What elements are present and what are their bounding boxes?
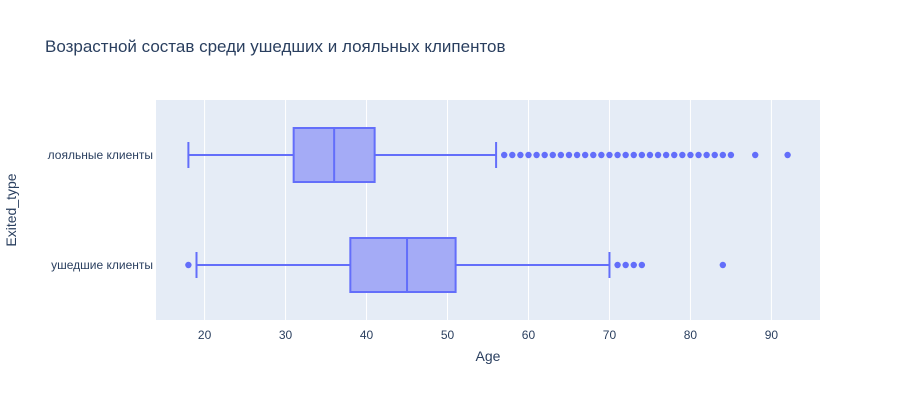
outlier-point [614,151,621,159]
outlier-point [581,151,589,159]
outlier-point [687,151,694,159]
outlier-point [638,151,646,159]
plot-background [156,100,820,320]
outlier-point [662,151,670,159]
outlier-point [557,151,565,159]
outlier-point [711,151,718,159]
boxes [185,127,791,293]
x-tick-labels: 20 30 40 50 60 70 80 90 [198,328,779,342]
outlier-point [533,151,540,159]
x-tick-label: 20 [198,328,212,342]
outlier-point [500,151,508,159]
outlier-point [509,151,516,159]
outlier-point [598,151,605,159]
x-tick-label: 70 [603,328,617,342]
box-group [185,237,727,293]
outlier-point [590,151,597,159]
outlier-point [654,151,662,159]
iqr-box [349,237,457,293]
outlier-point [573,151,581,159]
outlier-point [679,151,686,159]
x-tick-label: 50 [441,328,455,342]
x-tick-label: 40 [360,328,374,342]
y-tick-labels: лояльные клиенты ушедшие клиенты [48,148,153,272]
outlier-point [703,151,710,159]
x-tick-label: 60 [522,328,536,342]
outlier-point [727,151,735,159]
outlier-point [622,151,629,159]
chart-title: Возрастной состав среди ушедших и лояльн… [45,37,506,56]
outlier-point [784,151,791,159]
x-tick-label: 90 [765,328,779,342]
outlier-point [614,261,621,269]
outlier-point [671,151,678,159]
outlier-point [695,151,702,159]
outlier-point [517,151,524,159]
outlier-point [622,261,629,269]
outlier-point [646,151,654,159]
outlier-point [638,261,646,269]
y-tick-label: лояльные клиенты [48,148,153,162]
outlier-point [606,151,613,159]
outlier-point [719,261,727,269]
box-group [187,127,791,183]
x-axis-label: Age [476,348,501,364]
y-tick-label: ушедшие клиенты [51,258,153,272]
outlier-point [185,261,192,269]
x-tick-label: 80 [684,328,698,342]
x-tick-label: 30 [279,328,293,342]
y-axis-label: Exited_type [3,173,19,246]
outlier-point [752,151,759,159]
outlier-point [565,151,573,159]
outlier-point [719,151,727,159]
outlier-point [541,151,548,159]
outlier-point [525,151,532,159]
outlier-point [630,151,637,159]
outlier-point [630,261,637,269]
outlier-point [549,151,556,159]
